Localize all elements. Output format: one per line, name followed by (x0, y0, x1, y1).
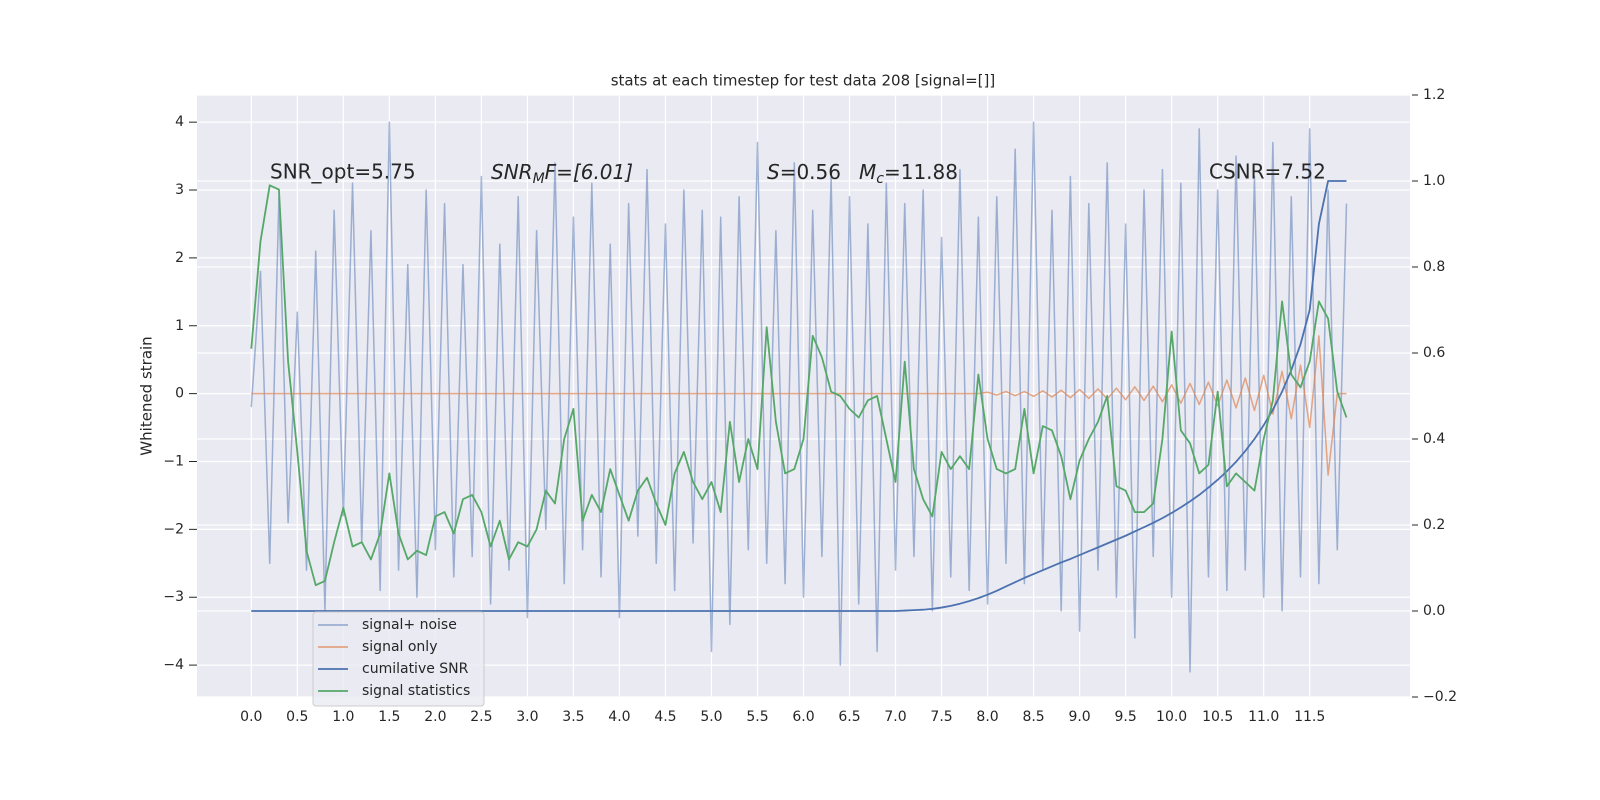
y-tick-label: −3 (163, 589, 184, 605)
annotation: SNRMF=[6.01] (491, 160, 633, 188)
x-tick-label: 5.5 (746, 709, 768, 725)
annotation: SNR_opt=5.75 (270, 160, 416, 184)
legend: signal+ noise signal only cumilative SNR si… (312, 611, 485, 707)
x-tick-label: 6.0 (792, 709, 814, 725)
chart-title: stats at each timestep for test data 208… (611, 72, 996, 90)
y-tick-label: 4 (175, 114, 184, 130)
x-tick-label: 10.0 (1156, 709, 1187, 725)
x-tick-label: 3.5 (562, 709, 584, 725)
legend-label: signal+ noise (362, 617, 457, 633)
x-tick-label: 2.5 (470, 709, 492, 725)
x-tick-label: 11.0 (1248, 709, 1279, 725)
x-tick-label: 7.5 (930, 709, 952, 725)
x-tick-label: 4.0 (608, 709, 630, 725)
x-tick-label: 6.5 (838, 709, 860, 725)
x-tick-label: 0.0 (240, 709, 262, 725)
lines (250, 121, 1348, 673)
x-tick-label: 1.0 (332, 709, 354, 725)
legend-label: signal only (362, 639, 437, 655)
y2-tick-label: 0.6 (1423, 345, 1445, 361)
y2-tick-label: 0.0 (1423, 603, 1445, 619)
annotation-part: c (876, 171, 884, 187)
x-tick-label: 11.5 (1294, 709, 1325, 725)
y-tick-label: −4 (163, 657, 184, 673)
y-tick-label: 1 (175, 318, 184, 334)
y-tick-label: 3 (175, 182, 184, 198)
series-line (250, 121, 1348, 673)
y2-tick-label: 0.4 (1423, 431, 1445, 447)
series-line (251, 180, 1347, 612)
y2-tick-label: 1.0 (1423, 173, 1445, 189)
annotation-part: =0.56 (780, 160, 841, 184)
series-line (251, 335, 1347, 476)
y-tick-label: 2 (175, 250, 184, 266)
annotation-part: SNR (491, 160, 533, 184)
x-tick-label: 9.5 (1114, 709, 1136, 725)
x-tick-label: 5.0 (700, 709, 722, 725)
y-tick-label: −2 (163, 521, 184, 537)
x-tick-label: 9.0 (1068, 709, 1090, 725)
x-tick-label: 4.5 (654, 709, 676, 725)
annotation-part: =11.88 (884, 160, 958, 184)
annotation: S=0.56 (767, 160, 841, 184)
y2-tick-label: 1.2 (1423, 87, 1445, 103)
x-tick-label: 1.5 (378, 709, 400, 725)
y2-tick-label: −0.2 (1423, 689, 1457, 705)
y2-tick-label: 0.2 (1423, 517, 1445, 533)
annotation-part: S (767, 160, 780, 184)
y-tick-label: −1 (163, 453, 184, 469)
legend-box (312, 611, 485, 707)
annotation-part: M (533, 171, 545, 187)
x-tick-label: 3.0 (516, 709, 538, 725)
x-tick-label: 10.5 (1202, 709, 1233, 725)
x-tick-label: 7.0 (884, 709, 906, 725)
x-tick-label: 8.5 (1022, 709, 1044, 725)
series-line (250, 184, 1348, 587)
y-tick-label: 0 (175, 386, 184, 402)
x-tick-label: 0.5 (286, 709, 308, 725)
annotation: CSNR=7.52 (1209, 160, 1326, 184)
annotation: Mc=11.88 (859, 160, 958, 188)
annotation-part: M (859, 160, 876, 184)
y-axis-label: Whitened strain (138, 336, 156, 455)
legend-label: cumilative SNR (362, 661, 469, 677)
annotation-part: F=[6.01] (545, 160, 633, 184)
legend-label: signal statistics (362, 683, 470, 699)
x-tick-label: 8.0 (976, 709, 998, 725)
y2-tick-label: 0.8 (1423, 259, 1445, 275)
x-tick-label: 2.0 (424, 709, 446, 725)
